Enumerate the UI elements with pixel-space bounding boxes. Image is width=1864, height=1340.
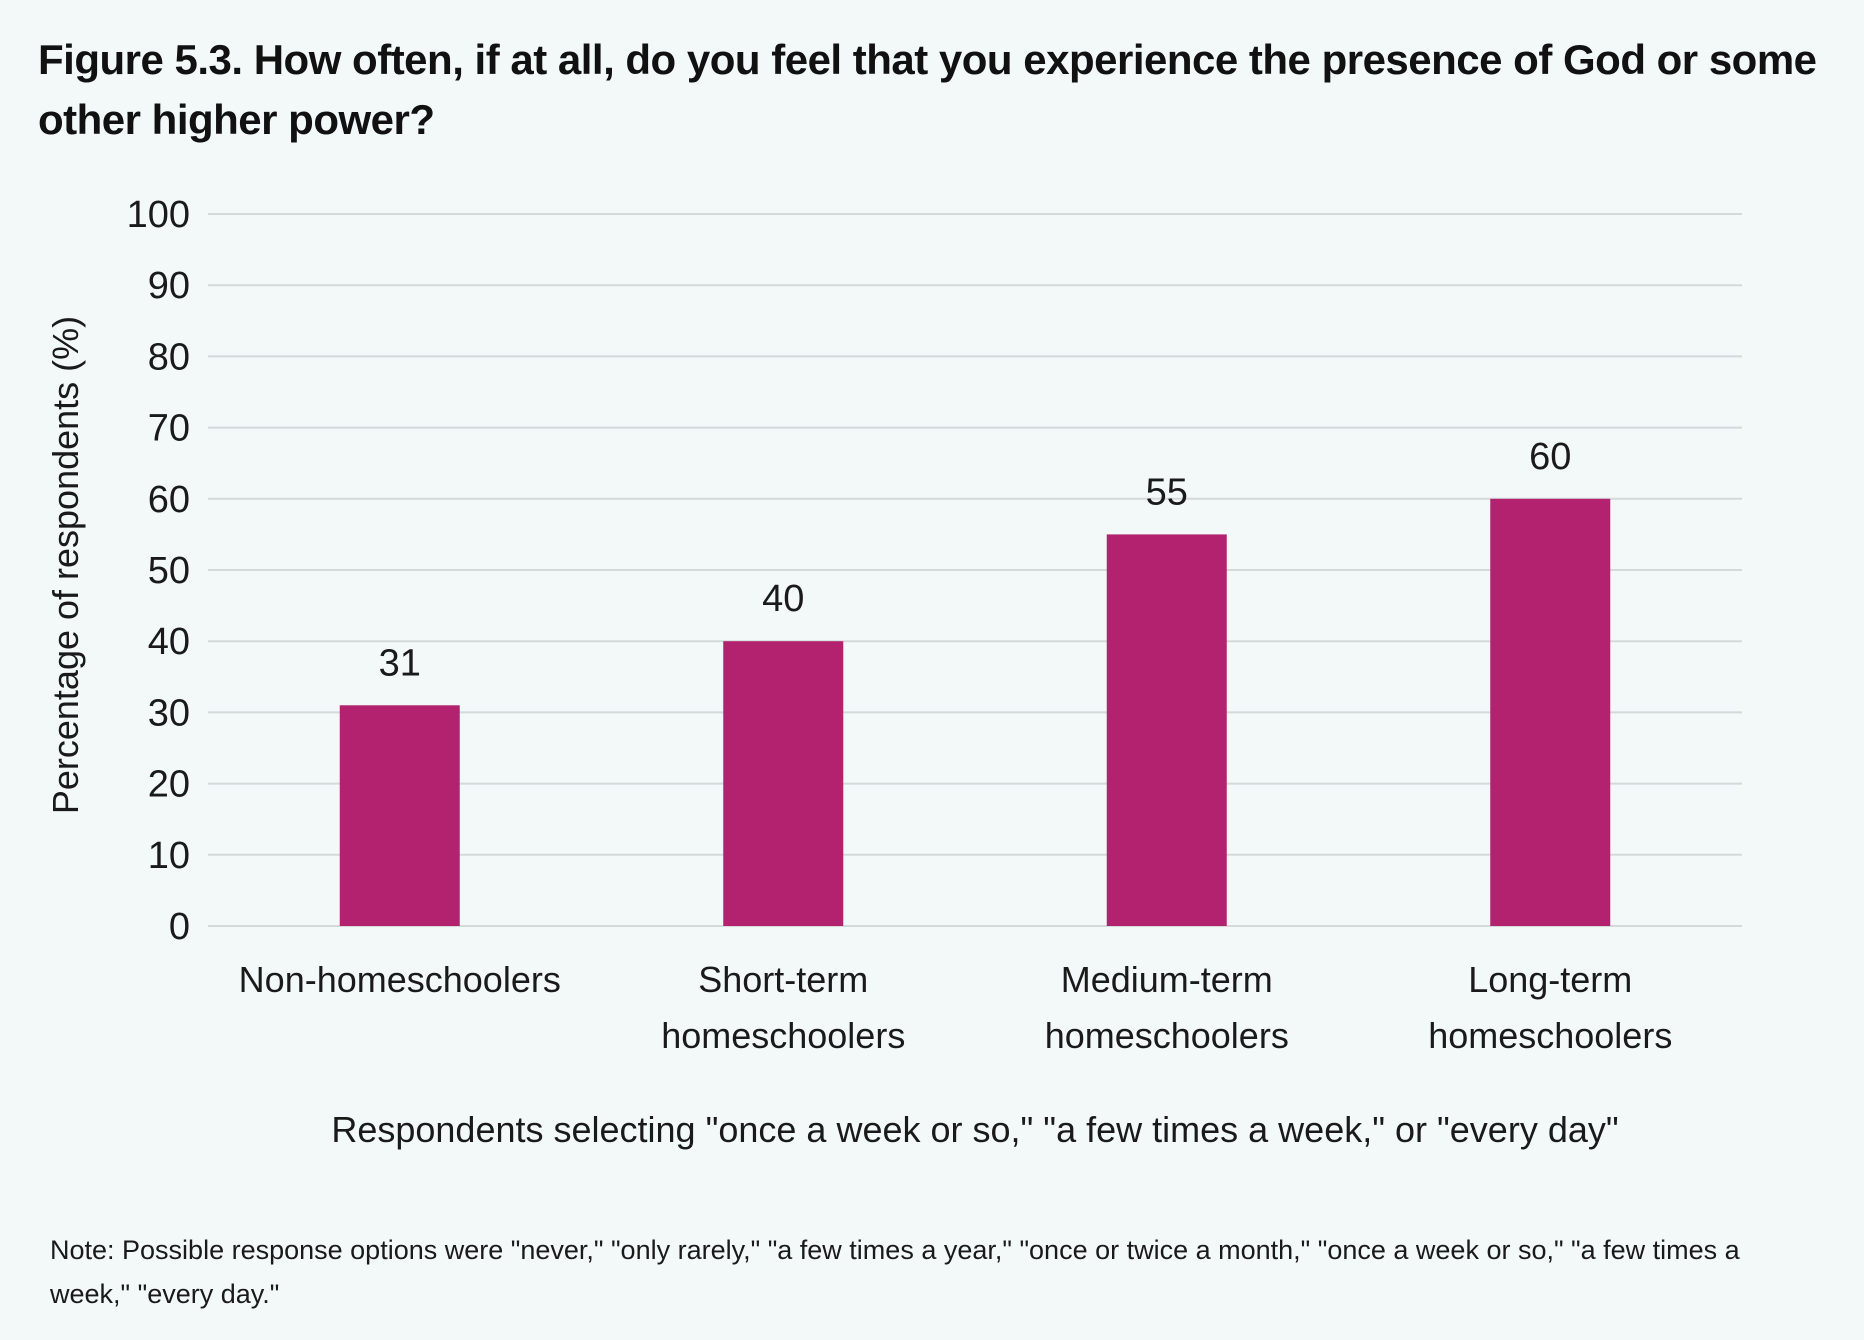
data-label: 60 [1529,436,1571,478]
y-tick-label: 0 [169,906,190,948]
bar [339,705,460,926]
bar [1106,534,1227,926]
bar [723,641,844,926]
data-labels: 31 40 55 60 [379,436,1572,684]
y-axis-title: Percentage of respondents (%) [45,316,86,814]
y-tick-label: 40 [148,621,190,663]
y-tick-label: 70 [148,408,190,450]
y-tick-label: 20 [148,764,190,806]
y-axis-ticks: 0 10 20 30 40 50 60 70 80 90 100 [127,194,190,948]
bars [339,498,1611,926]
y-tick-label: 30 [148,692,190,734]
y-tick-label: 90 [148,265,190,307]
y-tick-label: 10 [148,835,190,877]
data-label: 31 [379,642,421,684]
category-label: Medium-term homeschoolers [1045,959,1289,1056]
category-label: Long-term homeschoolers [1428,959,1672,1056]
y-tick-label: 50 [148,550,190,592]
y-tick-label: 60 [148,479,190,521]
x-axis-title: Respondents selecting "once a week or so… [331,1109,1618,1150]
category-label: Short-term homeschoolers [661,959,905,1056]
y-tick-label: 80 [148,336,190,378]
x-axis-categories: Non-homeschoolers Short-term homeschoolers… [239,959,1673,1056]
chart-note: Note: Possible response options were "ne… [50,1235,1740,1309]
gridlines [208,213,1742,927]
chart-title: Figure 5.3. How often, if at all, do you… [38,36,1817,143]
data-label: 40 [762,578,804,620]
data-label: 55 [1146,471,1188,513]
category-label: Non-homeschoolers [239,959,561,1000]
y-tick-label: 100 [127,194,190,236]
bar [1490,498,1611,926]
